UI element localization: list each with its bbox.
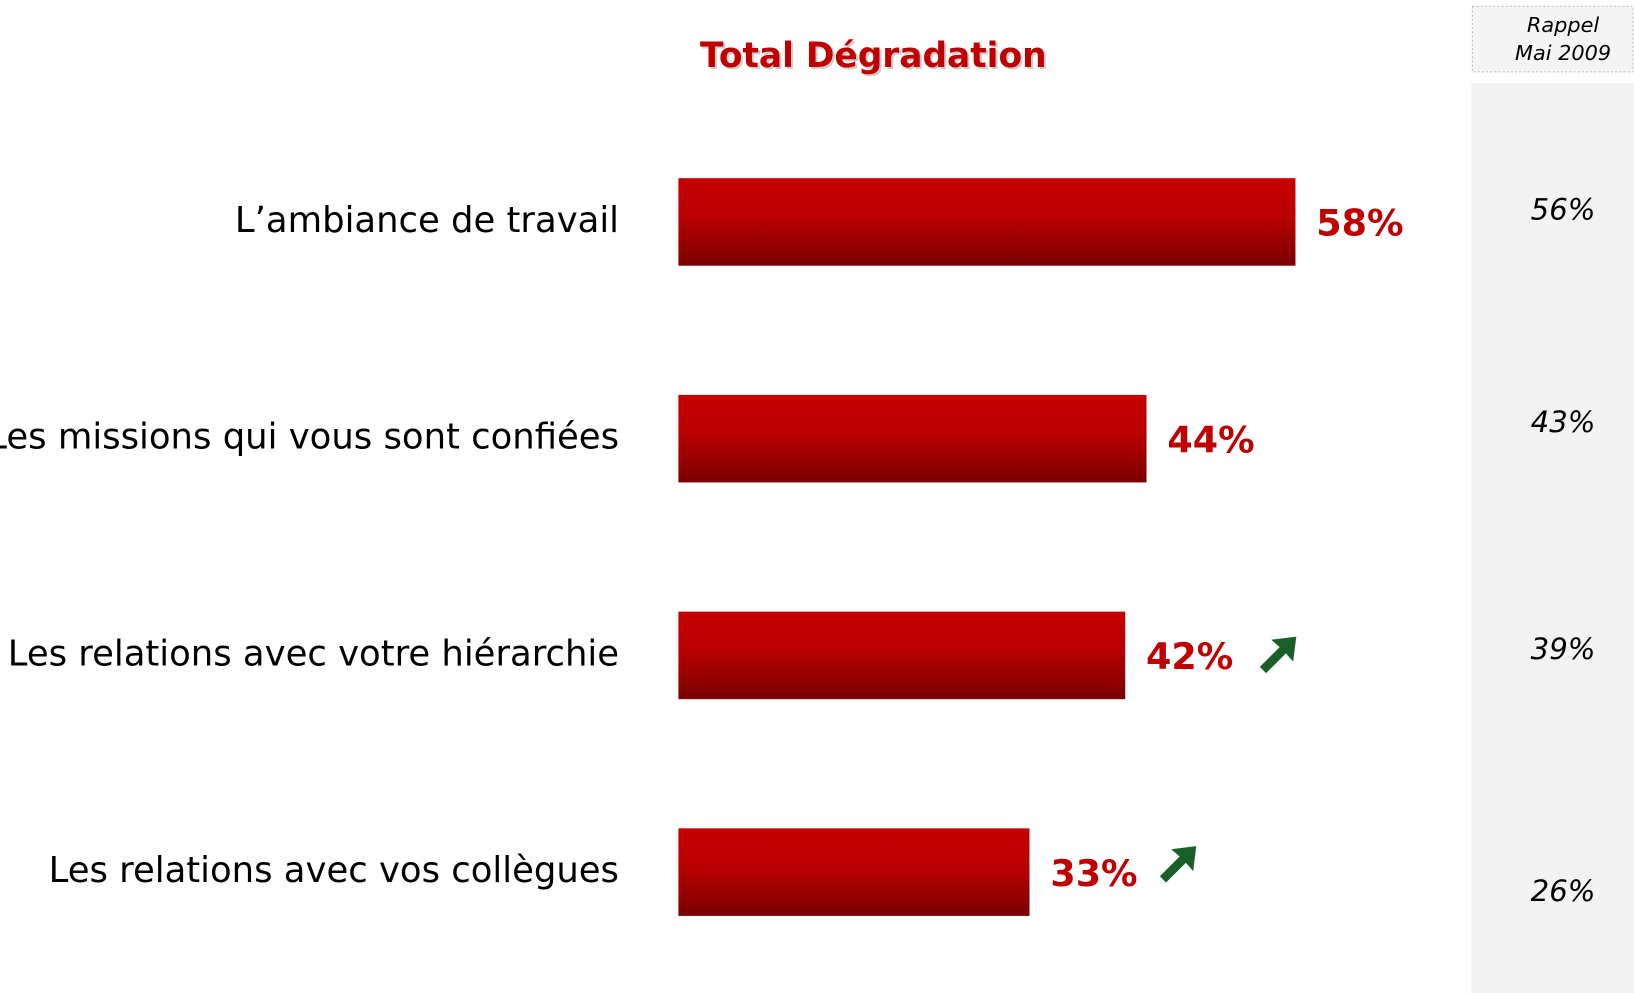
category-label: L’ambiance de travail (235, 200, 619, 241)
rappel-value: 56% (1531, 193, 1596, 227)
trend-arrow (1259, 636, 1297, 674)
rappel-title: Rappel (1527, 13, 1599, 37)
chart-title-shadow: Total Dégradation (702, 38, 1049, 78)
value-label: 58% (1316, 202, 1403, 245)
chart-title: Total Dégradation (700, 36, 1047, 76)
bar (678, 611, 1126, 700)
category-label: Les relations avec vos collègues (49, 850, 619, 891)
rappel-header-box (1471, 5, 1634, 73)
rappel-title: Mai 2009 (1515, 41, 1611, 65)
bar (678, 178, 1296, 266)
bar (678, 394, 1147, 483)
category-label: Les missions qui vous sont confiées (0, 417, 619, 458)
trend-arrow (1159, 846, 1197, 883)
value-label: 33% (1050, 852, 1137, 895)
category-label: Les relations avec votre hiérarchie (8, 633, 619, 674)
bar (678, 828, 1030, 916)
rappel-value: 26% (1531, 874, 1596, 908)
value-label: 44% (1167, 418, 1254, 461)
rappel-panel (1471, 83, 1634, 993)
rappel-value: 39% (1531, 632, 1596, 666)
rappel-value: 43% (1531, 405, 1596, 439)
value-label: 42% (1146, 635, 1233, 678)
